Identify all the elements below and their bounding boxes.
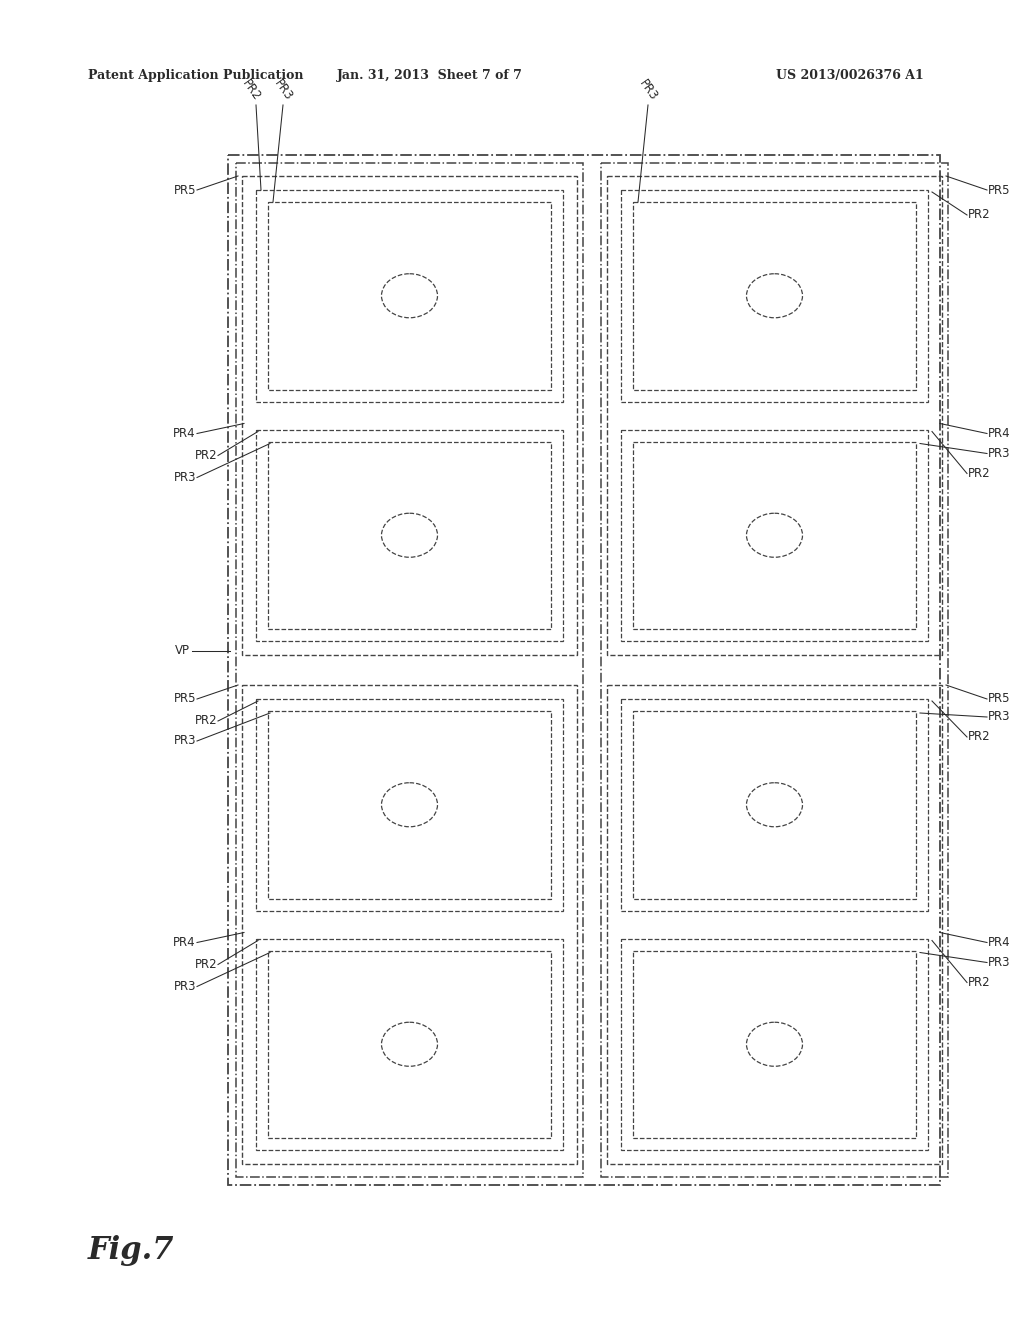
Text: US 2013/0026376 A1: US 2013/0026376 A1 (776, 69, 924, 82)
Text: PR3: PR3 (173, 979, 196, 993)
Text: PR2: PR2 (968, 730, 990, 743)
Text: PR2: PR2 (240, 77, 263, 103)
Bar (256, 939, 563, 1150)
Bar (236, 162, 583, 1177)
Bar (268, 711, 551, 899)
Text: PR3: PR3 (173, 734, 196, 747)
Text: PR2: PR2 (195, 449, 217, 462)
Bar (228, 154, 940, 1185)
Bar (268, 441, 551, 630)
Text: Jan. 31, 2013  Sheet 7 of 7: Jan. 31, 2013 Sheet 7 of 7 (337, 69, 523, 82)
Bar (268, 950, 551, 1138)
Bar (242, 685, 577, 1164)
Text: PR5: PR5 (988, 693, 1011, 705)
Text: PR5: PR5 (173, 183, 196, 197)
Bar (268, 202, 551, 389)
Bar (256, 190, 563, 401)
Text: PR4: PR4 (988, 936, 1011, 949)
Text: PR4: PR4 (988, 426, 1011, 440)
Bar (633, 441, 916, 630)
Bar (242, 176, 577, 655)
Bar (256, 700, 563, 911)
Bar (607, 685, 942, 1164)
Bar (633, 202, 916, 389)
Bar (601, 162, 948, 1177)
Text: Fig.7: Fig.7 (88, 1234, 174, 1266)
Bar (621, 190, 928, 401)
Text: Patent Application Publication: Patent Application Publication (88, 69, 303, 82)
Text: PR3: PR3 (988, 956, 1011, 969)
Text: PR5: PR5 (988, 183, 1011, 197)
Text: PR2: PR2 (968, 975, 990, 989)
Text: PR4: PR4 (173, 936, 196, 949)
Bar (621, 939, 928, 1150)
Text: PR3: PR3 (636, 77, 659, 103)
Text: PR3: PR3 (988, 710, 1011, 723)
Bar (633, 950, 916, 1138)
Text: PR3: PR3 (271, 77, 295, 103)
Text: PR2: PR2 (195, 958, 217, 972)
Text: PR2: PR2 (968, 467, 990, 480)
Text: VP: VP (175, 644, 190, 657)
Text: PR5: PR5 (173, 693, 196, 705)
Bar (621, 429, 928, 642)
Text: PR2: PR2 (195, 714, 217, 727)
Bar (607, 176, 942, 655)
Text: PR2: PR2 (968, 209, 990, 222)
Text: PR4: PR4 (173, 426, 196, 440)
Bar (621, 700, 928, 911)
Bar (256, 429, 563, 642)
Bar (633, 711, 916, 899)
Text: PR3: PR3 (988, 447, 1011, 459)
Text: PR3: PR3 (173, 471, 196, 484)
